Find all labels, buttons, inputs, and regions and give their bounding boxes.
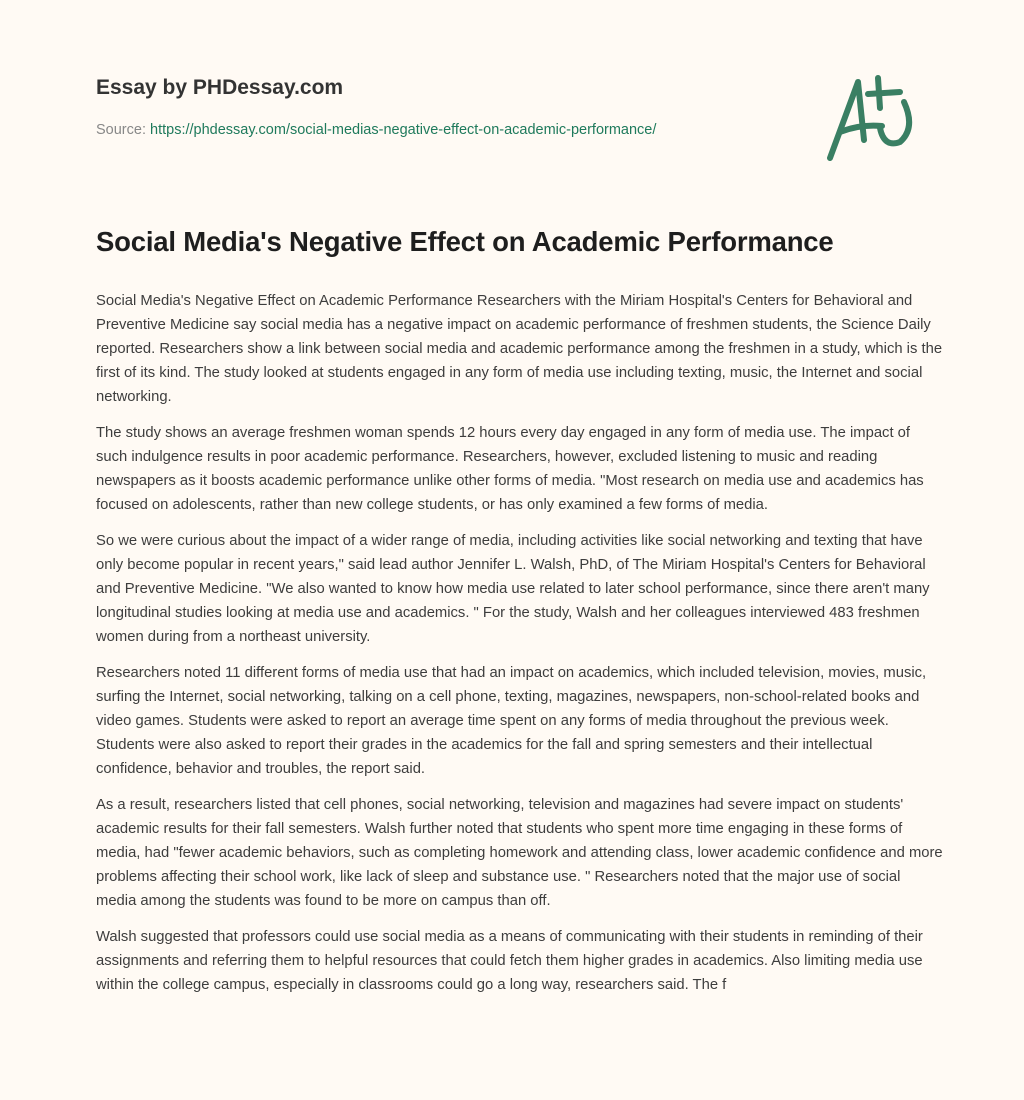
essay-paragraph: Researchers noted 11 different forms of … xyxy=(96,665,927,777)
site-header: Essay by PHDessay.com Source: https://ph… xyxy=(96,76,656,138)
brand-title: Essay by PHDessay.com xyxy=(96,76,344,99)
essay-paragraph: Social Media's Negative Effect on Academ… xyxy=(96,293,943,405)
source-label: Source: xyxy=(96,122,146,138)
source-line: Source: https://phdessay.com/social-medi… xyxy=(96,122,656,138)
essay-paragraph: The study shows an average freshmen woma… xyxy=(96,425,924,513)
essay-paragraph: So we were curious about the impact of a… xyxy=(96,533,930,645)
a-plus-logo xyxy=(827,75,913,161)
source-link[interactable]: https://phdessay.com/social-medias-negat… xyxy=(150,122,657,138)
essay-paragraph: Walsh suggested that professors could us… xyxy=(96,929,923,993)
essay-title: Social Media's Negative Effect on Academ… xyxy=(96,226,834,257)
essay-body: Social Media's Negative Effect on Academ… xyxy=(96,289,944,1009)
essay-paragraph: As a result, researchers listed that cel… xyxy=(96,797,943,909)
